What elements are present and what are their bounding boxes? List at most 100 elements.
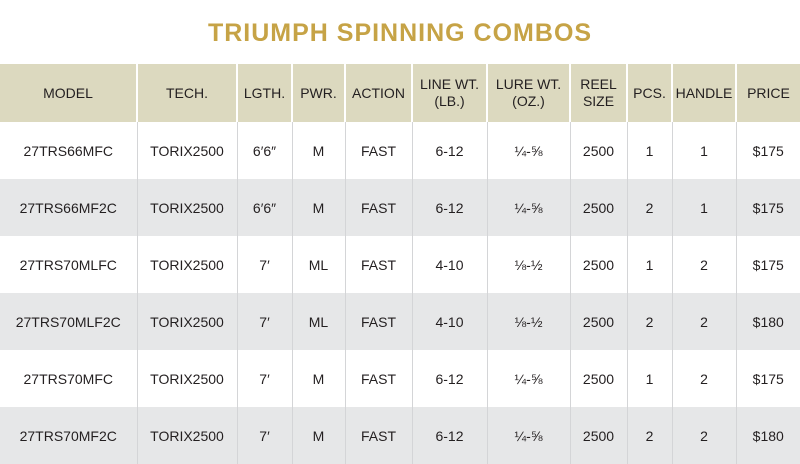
cell: $175 <box>735 236 800 293</box>
cell: 1 <box>671 179 736 236</box>
cell: 2500 <box>569 407 627 464</box>
header-line: SIZE <box>582 93 615 109</box>
spec-table: MODEL TECH. LGTH. PWR. ACTION LINE WT. (LB.) LU… <box>0 64 800 464</box>
header-line: PRICE <box>747 84 790 101</box>
header-line: ACTION <box>352 84 405 101</box>
header-line: MODEL <box>43 84 93 101</box>
table-row: 27TRS70MF2C TORIX2500 7′ M FAST 6-12 ¼-⅝ 2500 2 2… <box>0 407 800 464</box>
cell: 4-10 <box>411 293 487 350</box>
column-header: LGTH. <box>236 64 292 122</box>
cell: $175 <box>735 179 800 236</box>
cell: 2 <box>671 293 736 350</box>
table-row: 27TRS70MLFC TORIX2500 7′ ML FAST 4-10 ⅛-½ 2500 1… <box>0 236 800 293</box>
cell: 4-10 <box>411 236 487 293</box>
cell: FAST <box>344 236 412 293</box>
cell: ¼-⅝ <box>486 407 570 464</box>
cell: ML <box>291 236 345 293</box>
column-header: ACTION <box>344 64 412 122</box>
table-row: 27TRS70MLF2C TORIX2500 7′ ML FAST 4-10 ⅛-½ 2500… <box>0 293 800 350</box>
cell: 27TRS66MFC <box>23 142 113 159</box>
cell: 7′ <box>236 236 292 293</box>
column-header: TECH. <box>136 64 237 122</box>
cell: FAST <box>344 350 412 407</box>
cell: TORIX2500 <box>136 236 237 293</box>
column-header: PCS. <box>626 64 672 122</box>
cell: ¼-⅝ <box>486 122 570 179</box>
cell: 1 <box>626 350 672 407</box>
cell: 6-12 <box>411 407 487 464</box>
header-line: HANDLE <box>675 84 733 101</box>
cell: FAST <box>344 293 412 350</box>
cell: ⅛-½ <box>486 236 570 293</box>
cell: ⅛-½ <box>486 293 570 350</box>
header-line: LGTH. <box>243 84 286 101</box>
cell: M <box>291 407 345 464</box>
cell: ML <box>291 293 345 350</box>
title: TRIUMPH SPINNING COMBOS <box>207 19 593 47</box>
cell: ¼-⅝ <box>486 350 570 407</box>
cell: 27TRS70MLF2C <box>0 293 137 350</box>
cell: 7′ <box>236 350 292 407</box>
column-header: PWR. <box>291 64 345 122</box>
cell: FAST <box>344 407 412 464</box>
header-line: LURE WT. <box>495 76 562 92</box>
header-line: REEL <box>580 76 617 92</box>
cell: 27TRS70MLFC <box>19 256 117 273</box>
cell: 7′ <box>236 407 292 464</box>
column-header: PRICE <box>735 64 800 122</box>
cell: TORIX2500 <box>136 350 237 407</box>
cell: 6-12 <box>411 350 487 407</box>
cell: M <box>291 350 345 407</box>
cell: $180 <box>735 407 800 464</box>
cell: 1 <box>626 122 672 179</box>
cell: 2500 <box>569 122 627 179</box>
cell: 1 <box>671 122 736 179</box>
cell: 2500 <box>569 293 627 350</box>
cell: M <box>291 179 345 236</box>
cell: 2500 <box>569 236 627 293</box>
cell: FAST <box>344 179 412 236</box>
column-header: LURE WT. (OZ.) <box>486 64 570 122</box>
cell: 27TRS66MF2C <box>0 179 137 236</box>
cell: 6-12 <box>411 122 487 179</box>
cell: 2500 <box>569 350 627 407</box>
header-line: PCS. <box>633 84 666 101</box>
column-header: LINE WT. (LB.) <box>411 64 487 122</box>
cell: 27TRS70MFC <box>23 370 113 387</box>
cell: TORIX2500 <box>136 407 237 464</box>
cell: 2 <box>626 293 672 350</box>
header-line: (LB.) <box>434 93 465 109</box>
cell: 2 <box>671 407 736 464</box>
table-row: 27TRS70MFC TORIX2500 7′ M FAST 6-12 ¼-⅝ 2500 1 2 $… <box>0 350 800 407</box>
cell: TORIX2500 <box>136 122 237 179</box>
header-line: PWR. <box>300 84 337 101</box>
cell: FAST <box>344 122 412 179</box>
cell: 27TRS70MF2C <box>0 407 137 464</box>
cell: 1 <box>626 236 672 293</box>
column-header: HANDLE <box>671 64 736 122</box>
cell: TORIX2500 <box>136 293 237 350</box>
column-header: REEL SIZE <box>569 64 627 122</box>
cell: TORIX2500 <box>136 179 237 236</box>
cell: 6′6″ <box>236 179 292 236</box>
header-line: (OZ.) <box>512 93 545 109</box>
cell: 2 <box>671 236 736 293</box>
cell: 7′ <box>236 293 292 350</box>
table-row: 27TRS66MF2C TORIX2500 6′6″ M FAST 6-12 ¼-⅝ 2500… <box>0 179 800 236</box>
cell: 6-12 <box>411 179 487 236</box>
header-line: LINE WT. <box>419 76 480 92</box>
cell: 2 <box>671 350 736 407</box>
table-row: 27TRS66MFC TORIX2500 6′6″ M FAST 6-12 ¼-⅝ 2500 1… <box>0 122 800 179</box>
cell: 2 <box>626 407 672 464</box>
cell: $175 <box>735 350 800 407</box>
cell: 2 <box>626 179 672 236</box>
header-line: TECH. <box>166 84 208 101</box>
cell: 6′6″ <box>236 122 292 179</box>
column-header: MODEL <box>0 64 137 122</box>
header-row: MODEL TECH. LGTH. PWR. ACTION LINE WT. (LB.) LU… <box>0 64 800 122</box>
cell: $180 <box>735 293 800 350</box>
table-body: 27TRS66MFC TORIX2500 6′6″ M FAST 6-12 ¼-⅝ 2500 1… <box>0 122 800 464</box>
cell: M <box>291 122 345 179</box>
cell: ¼-⅝ <box>486 179 570 236</box>
